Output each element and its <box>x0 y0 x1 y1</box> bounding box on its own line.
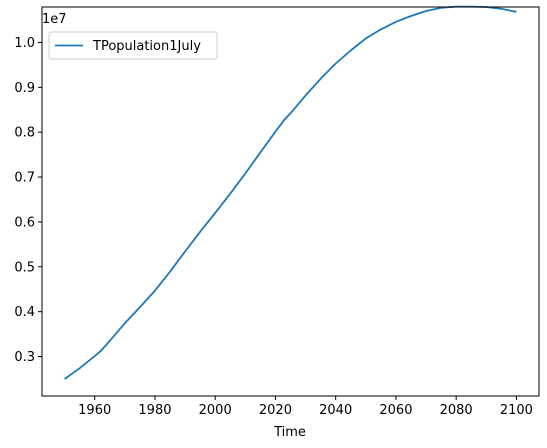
series-line <box>64 5 517 380</box>
y-tick-label: 1.0 <box>14 36 35 51</box>
y-tick-label: 0.4 <box>14 305 35 320</box>
legend: TPopulation1July <box>48 31 218 60</box>
x-axis-label: Time <box>273 425 306 440</box>
axes-frame <box>41 6 540 397</box>
x-tick-label: 1960 <box>78 403 111 418</box>
x-tick-label: 2100 <box>500 403 533 418</box>
y-tick-label: 0.5 <box>14 260 35 275</box>
y-tick-label: 0.9 <box>14 81 35 96</box>
legend-box <box>48 31 218 60</box>
x-tick-label: 2060 <box>379 403 412 418</box>
x-tick-label: 2080 <box>440 403 473 418</box>
y-tick-label: 0.7 <box>14 171 35 186</box>
x-tick-label: 1980 <box>138 403 171 418</box>
y-tick-label: 0.3 <box>14 350 35 365</box>
y-tick-label: 0.8 <box>14 126 35 141</box>
x-tick-label: 2040 <box>319 403 352 418</box>
x-tick-label: 2020 <box>259 403 292 418</box>
y-ticks: 0.3 0.4 0.5 0.6 0.7 0.8 0.9 1.0 <box>14 36 42 365</box>
series-layer <box>64 5 517 380</box>
x-tick-label: 2000 <box>199 403 232 418</box>
legend-label: TPopulation1July <box>92 39 201 54</box>
y-tick-label: 0.6 <box>14 215 35 230</box>
x-ticks: 1960 1980 2000 2020 2040 2060 2080 2100 <box>78 396 533 418</box>
y-offset-label: 1e7 <box>42 12 67 27</box>
